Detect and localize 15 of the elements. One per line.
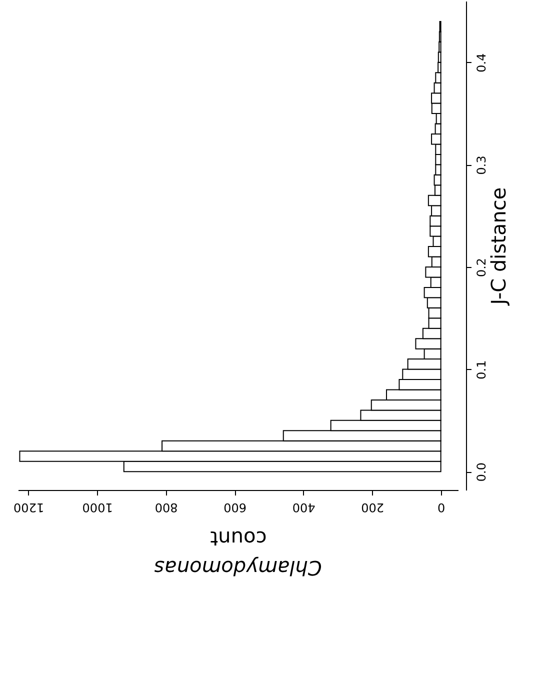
- x-tick-label: 1200: [14, 500, 44, 514]
- y-tick-label: 0.3: [474, 156, 488, 175]
- x-tick-label: 400: [292, 500, 316, 514]
- x-axis-title: count: [210, 526, 267, 550]
- text: Chlamydomonas: [154, 556, 322, 580]
- x-tick-label: 800: [154, 500, 178, 514]
- x-tick-label: 200: [361, 500, 384, 514]
- x-tick-label: 1000: [82, 500, 113, 514]
- y-tick-label: 0.4: [474, 53, 488, 72]
- y-tick-label: 0.1: [474, 360, 488, 380]
- y-tick-label: 0.0: [474, 462, 488, 482]
- x-tick-label: 600: [224, 500, 247, 514]
- y-tick-label: 0.2: [474, 258, 488, 278]
- x-tick-label: 0: [437, 500, 446, 514]
- y-axis-title: J-C distance: [486, 187, 510, 307]
